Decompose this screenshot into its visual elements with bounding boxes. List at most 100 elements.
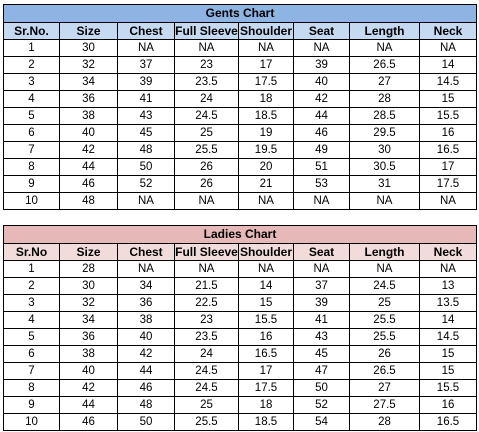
table-cell: 40 xyxy=(117,328,175,346)
table-cell: 3 xyxy=(3,73,60,91)
table-cell: 17.5 xyxy=(419,175,477,193)
table-cell: NA xyxy=(238,39,294,57)
table-cell: 43 xyxy=(293,328,350,346)
table-row: 5 36 40 23.5 16 43 25.5 14.5 xyxy=(3,328,477,346)
table-cell: 6 xyxy=(3,345,60,363)
table-row: 5 38 43 24.5 18.5 44 28.5 15.5 xyxy=(3,107,477,125)
table-cell: 16.5 xyxy=(419,413,477,431)
table-cell: 5 xyxy=(3,328,60,346)
column-header: Length xyxy=(349,243,420,261)
table-row: 1 28 NA NA NA NA NA NA xyxy=(3,260,477,278)
table-cell: 3 xyxy=(3,294,60,312)
table-cell: 26.5 xyxy=(349,362,420,380)
table-cell: NA xyxy=(293,260,350,278)
table-cell: 18 xyxy=(238,90,294,108)
table-cell: 25.5 xyxy=(349,328,420,346)
table-cell: 40 xyxy=(59,124,118,142)
column-header: Length xyxy=(349,22,420,40)
table-cell: 32 xyxy=(59,56,118,74)
table-cell: 8 xyxy=(3,379,60,397)
table-cell: 44 xyxy=(117,362,175,380)
table-cell: 48 xyxy=(117,141,175,159)
table-cell: 38 xyxy=(59,345,118,363)
table-cell: 25.5 xyxy=(349,311,420,329)
table-cell: 15 xyxy=(419,362,477,380)
table-cell: 26 xyxy=(174,175,239,193)
table-row: 8 42 46 24.5 17.5 50 27 15.5 xyxy=(3,379,477,397)
table-cell: 14.5 xyxy=(419,328,477,346)
table-cell: 24.5 xyxy=(174,379,239,397)
table-row: 3 34 39 23.5 17.5 40 27 14.5 xyxy=(3,73,477,91)
table-cell: 27 xyxy=(349,73,420,91)
table-cell: 7 xyxy=(3,362,60,380)
table-cell: 51 xyxy=(293,158,350,176)
table-cell: 38 xyxy=(59,107,118,125)
table-row: 9 44 48 25 18 52 27.5 16 xyxy=(3,396,477,414)
table-cell: 5 xyxy=(3,107,60,125)
table-cell: 1 xyxy=(3,39,60,57)
table-cell: 14 xyxy=(419,56,477,74)
table-cell: 15 xyxy=(419,90,477,108)
table-cell: 17.5 xyxy=(238,73,294,91)
table-cell: 26 xyxy=(349,345,420,363)
table-cell: NA xyxy=(117,260,175,278)
table-row: 6 40 45 25 19 46 29.5 16 xyxy=(3,124,477,142)
table-cell: 46 xyxy=(59,175,118,193)
table-cell: 16 xyxy=(238,328,294,346)
table-cell: 36 xyxy=(117,294,175,312)
table-cell: 39 xyxy=(293,294,350,312)
table-cell: 29.5 xyxy=(349,124,420,142)
table-cell: 30 xyxy=(59,39,118,57)
table-cell: 8 xyxy=(3,158,60,176)
table-cell: 18 xyxy=(238,396,294,414)
table-cell: 13 xyxy=(419,277,477,295)
table-cell: 28 xyxy=(349,413,420,431)
ladies-chart-table: Ladies Chart Sr.No Size Chest Full Sleeve Sh… xyxy=(3,225,477,431)
table-cell: 34 xyxy=(59,73,118,91)
table-cell: 4 xyxy=(3,90,60,108)
table-cell: NA xyxy=(419,192,477,210)
table-cell: 43 xyxy=(117,107,175,125)
table-cell: NA xyxy=(238,192,294,210)
table-row: 10 46 50 25.5 18.5 54 28 16.5 xyxy=(3,413,477,431)
table-cell: 44 xyxy=(59,396,118,414)
table-cell: 42 xyxy=(293,90,350,108)
table-cell: NA xyxy=(349,260,420,278)
table-cell: 27 xyxy=(349,379,420,397)
column-header: Seat xyxy=(293,243,350,261)
column-header: Full Sleeve xyxy=(174,243,239,261)
table-cell: 50 xyxy=(117,413,175,431)
table-cell: 45 xyxy=(117,124,175,142)
table-cell: NA xyxy=(349,192,420,210)
column-header: Neck xyxy=(419,243,477,261)
table-cell: 10 xyxy=(3,413,60,431)
column-header: Seat xyxy=(293,22,350,40)
ladies-chart-title: Ladies Chart xyxy=(3,225,477,244)
table-cell: 18.5 xyxy=(238,413,294,431)
table-cell: 24.5 xyxy=(349,277,420,295)
table-cell: 52 xyxy=(117,175,175,193)
table-cell: 10 xyxy=(3,192,60,210)
table-cell: 2 xyxy=(3,56,60,74)
table-cell: 28.5 xyxy=(349,107,420,125)
column-header: Chest xyxy=(117,22,175,40)
table-cell: 20 xyxy=(238,158,294,176)
table-row: 8 44 50 26 20 51 30.5 17 xyxy=(3,158,477,176)
table-cell: NA xyxy=(117,192,175,210)
gents-header-row: Sr.No. Size Chest Full Sleeve Shoulder Seat Le… xyxy=(3,22,477,40)
table-cell: 27.5 xyxy=(349,396,420,414)
table-row: 9 46 52 26 21 53 31 17.5 xyxy=(3,175,477,193)
table-cell: 17 xyxy=(419,158,477,176)
table-cell: 23 xyxy=(174,311,239,329)
table-row: 1 30 NA NA NA NA NA NA xyxy=(3,39,477,57)
table-cell: 46 xyxy=(117,379,175,397)
table-cell: 23 xyxy=(174,56,239,74)
table-row: 6 38 42 24 16.5 45 26 15 xyxy=(3,345,477,363)
table-cell: 15 xyxy=(419,345,477,363)
table-cell: 17 xyxy=(238,362,294,380)
table-cell: 21.5 xyxy=(174,277,239,295)
table-cell: 16.5 xyxy=(238,345,294,363)
table-cell: 47 xyxy=(293,362,350,380)
column-header: Neck xyxy=(419,22,477,40)
table-cell: 48 xyxy=(59,192,118,210)
